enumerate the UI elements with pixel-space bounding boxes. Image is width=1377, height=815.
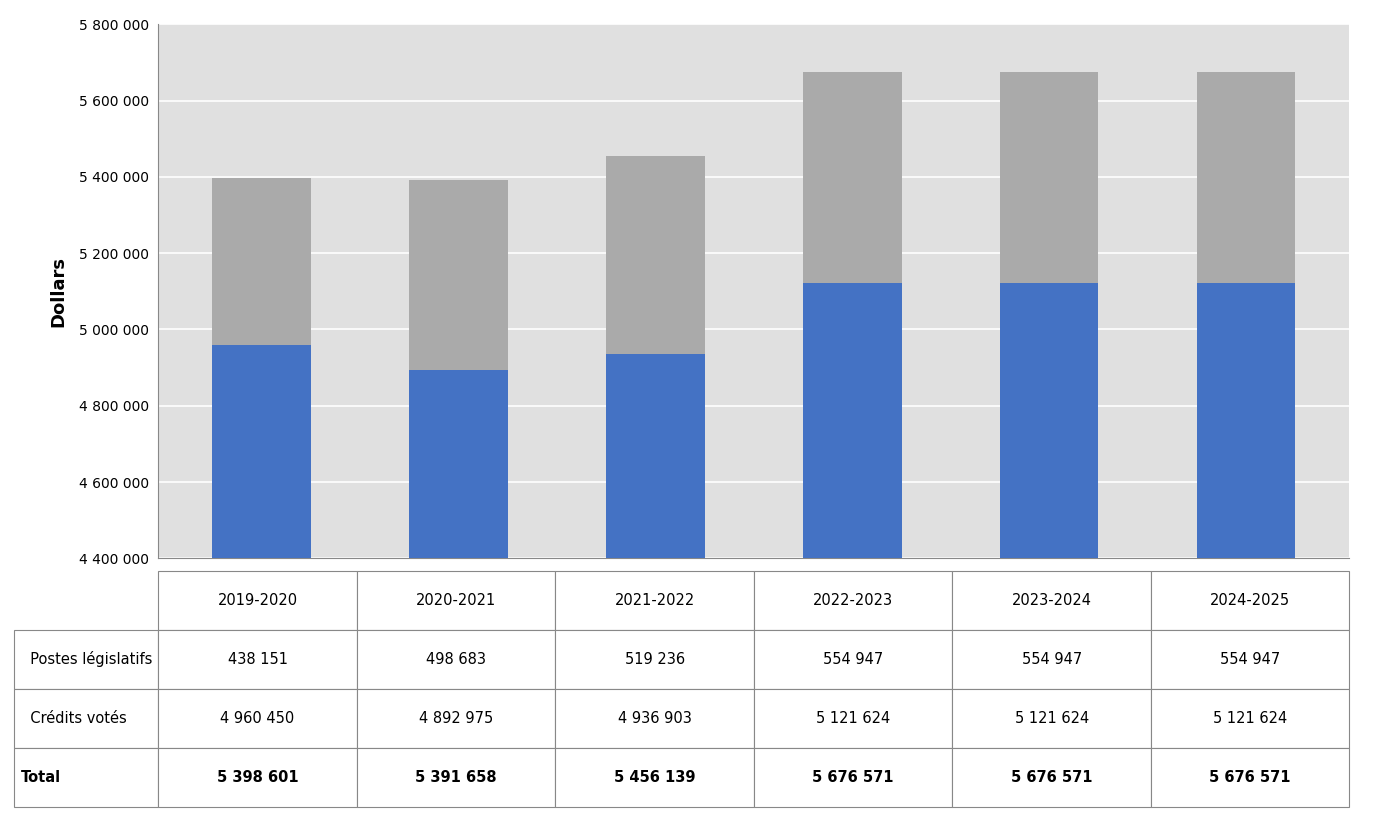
Bar <box>803 283 902 558</box>
Bar <box>606 354 705 558</box>
FancyBboxPatch shape <box>18 645 99 672</box>
Bar <box>606 156 705 354</box>
Bar <box>409 370 508 558</box>
Bar <box>212 345 311 558</box>
FancyBboxPatch shape <box>18 705 99 732</box>
Bar <box>803 72 902 283</box>
Y-axis label: Dollars: Dollars <box>50 256 67 327</box>
Bar <box>1000 72 1099 283</box>
Bar <box>212 178 311 345</box>
Bar <box>1000 283 1099 558</box>
Bar <box>1197 283 1296 558</box>
Bar <box>409 180 508 370</box>
Bar <box>1197 72 1296 283</box>
